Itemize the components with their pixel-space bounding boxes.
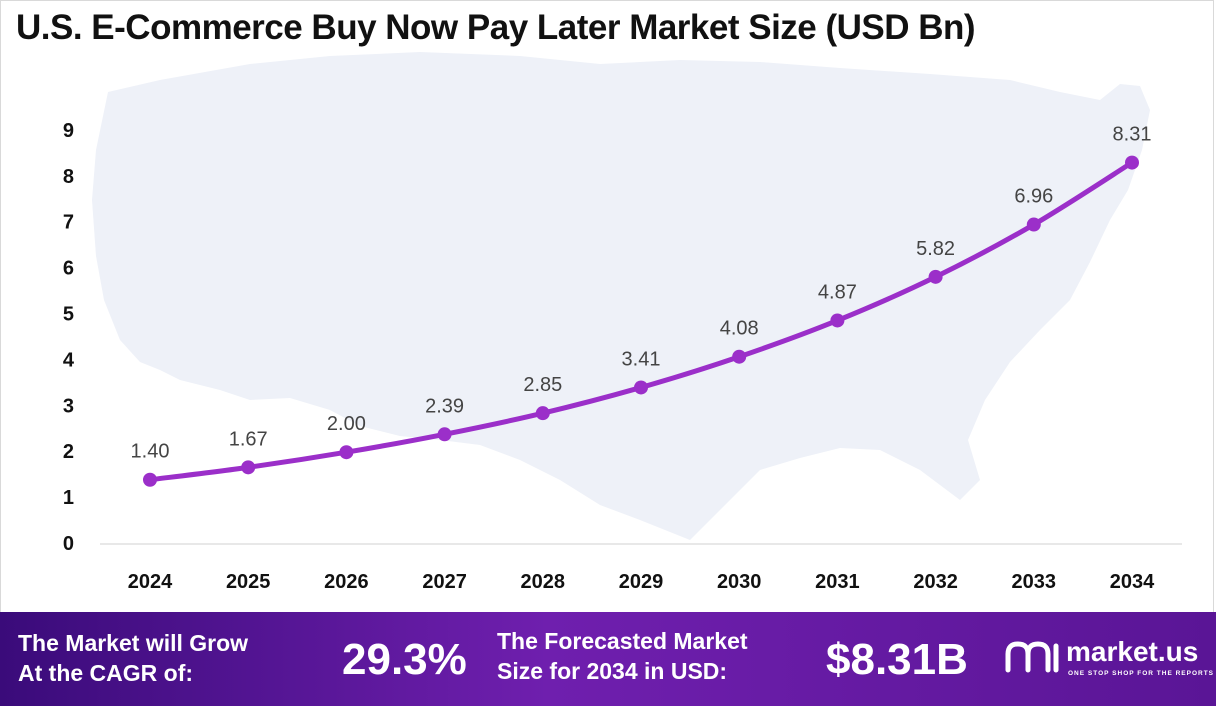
data-label: 2.39 (425, 395, 464, 417)
y-tick-label: 3 (63, 395, 74, 417)
data-point (339, 445, 354, 460)
x-tick-label: 2031 (815, 571, 860, 593)
data-point (241, 460, 256, 475)
market-us-logo: market.us ONE STOP SHOP FOR THE REPORTS (1004, 636, 1213, 682)
chart-title: U.S. E-Commerce Buy Now Pay Later Market… (16, 8, 976, 47)
x-tick-label: 2024 (128, 571, 173, 593)
data-point (830, 313, 845, 328)
data-label: 1.67 (229, 428, 268, 450)
data-point (732, 349, 747, 364)
data-label: 8.31 (1113, 124, 1152, 146)
y-tick-label: 4 (63, 349, 75, 371)
x-tick-label: 2034 (1110, 571, 1155, 593)
y-tick-label: 7 (63, 212, 74, 234)
data-label: 1.40 (131, 441, 170, 463)
data-point (437, 427, 452, 442)
x-tick-label: 2026 (324, 571, 369, 593)
y-tick-label: 8 (63, 166, 74, 188)
y-tick-label: 5 (63, 304, 74, 326)
data-label: 4.08 (720, 318, 759, 340)
us-map-silhouette (92, 52, 1150, 540)
data-label: 5.82 (916, 238, 955, 260)
x-tick-label: 2032 (913, 571, 958, 593)
y-tick-label: 0 (63, 533, 74, 555)
forecast-label: The Forecasted Market Size for 2034 in U… (497, 628, 748, 684)
data-label: 2.00 (327, 413, 366, 435)
x-tick-label: 2025 (226, 571, 271, 593)
x-tick-label: 2028 (521, 571, 566, 593)
x-tick-label: 2030 (717, 571, 762, 593)
data-label: 2.85 (523, 374, 562, 396)
data-point (143, 472, 157, 487)
data-point (1125, 155, 1139, 170)
footer-banner: The Market will Grow At the CAGR of: 29.… (0, 612, 1216, 706)
brand-name: market.us (1066, 636, 1199, 667)
cagr-label: The Market will Grow At the CAGR of: (18, 630, 249, 686)
data-point (1026, 217, 1041, 232)
y-tick-label: 1 (63, 487, 74, 509)
x-tick-label: 2033 (1012, 571, 1057, 593)
data-point (928, 269, 943, 284)
x-tick-label: 2027 (422, 571, 467, 593)
data-label: 6.96 (1014, 186, 1053, 208)
x-tick-label: 2029 (619, 571, 664, 593)
data-point (535, 406, 550, 421)
y-tick-label: 2 (63, 441, 74, 463)
y-tick-label: 9 (63, 120, 74, 142)
forecast-value: $8.31B (826, 635, 968, 684)
data-point (634, 380, 648, 395)
data-label: 4.87 (818, 281, 857, 303)
market-us-logo-icon (1005, 641, 1059, 673)
y-tick-label: 6 (63, 258, 74, 280)
line-chart: 0 1 2 3 4 5 6 7 8 9 2024 2025 2026 2027 2028 2029 2030 20… (63, 52, 1182, 593)
cagr-value: 29.3% (342, 635, 467, 684)
data-label: 3.41 (622, 348, 661, 370)
brand-tagline: ONE STOP SHOP FOR THE REPORTS (1068, 670, 1215, 677)
